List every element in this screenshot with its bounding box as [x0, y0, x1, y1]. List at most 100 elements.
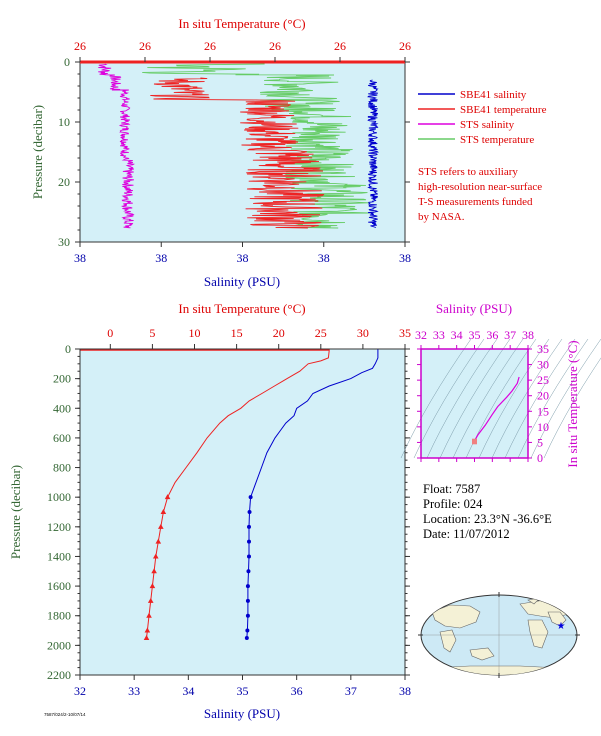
- ts-x-tick-label: 34: [451, 328, 463, 342]
- main-chart: In situ Temperature (°C) 0 5 10 15 20 25 30 35 …: [8, 301, 411, 721]
- main-x-top-tick-label: 20: [273, 326, 285, 340]
- ts-y-tick-label: 20: [537, 389, 549, 403]
- ts-chart-data: [472, 376, 520, 445]
- ts-y-tick-label: 15: [537, 404, 549, 418]
- temperature-point: [152, 553, 159, 559]
- ts-density-contour: [517, 338, 589, 459]
- ts-density-contour: [465, 338, 537, 459]
- temperature-profile-line: [146, 349, 330, 639]
- main-y-tick-label: 1200: [47, 520, 71, 534]
- salinity-point: [247, 524, 251, 529]
- top-x-bottom-title: Salinity (PSU): [204, 274, 280, 289]
- ts-density-contour: [452, 338, 524, 459]
- ts-chart: Salinity (PSU) 32 33 34 35 36 37 38 In situ Te…: [400, 301, 601, 468]
- temperature-point: [151, 568, 157, 574]
- salinity-point: [246, 569, 251, 574]
- main-y-tick-label: 1600: [47, 579, 71, 593]
- top-x-top-tick-label: 26: [204, 39, 216, 53]
- top-chart-data: [98, 63, 379, 229]
- top-y-title: Pressure (decibar): [30, 105, 45, 199]
- top-x-top-tick-label: 26: [74, 39, 86, 53]
- salinity-point: [245, 628, 250, 633]
- ts-x-tick-label: 35: [469, 328, 481, 342]
- ts-x-tick-label: 36: [486, 328, 498, 342]
- ts-density-contours: [400, 338, 601, 459]
- top-x-top-ticks: 26 26 26 26 26 26: [74, 39, 411, 62]
- info-date: Date: 11/07/2012: [423, 527, 510, 541]
- ts-density-contour: [530, 338, 601, 459]
- footer-id: 7587/024/2-10/07/14: [44, 712, 86, 717]
- main-x-top-tick-label: 25: [315, 326, 327, 340]
- sts-note-line: STS refers to auxiliary: [418, 166, 518, 178]
- top-x-top-title: In situ Temperature (°C): [178, 16, 305, 31]
- main-y-ticks: 0 200 400 600 800 1000 1200 1400 1600 1800 2000 220…: [47, 342, 410, 682]
- sts-note-line: by NASA.: [418, 211, 465, 223]
- main-x-bottom-tick-label: 34: [182, 684, 194, 698]
- main-x-top-tick-label: 0: [107, 326, 113, 340]
- ts-y-tick-label: 5: [537, 435, 543, 449]
- main-y-tick-label: 400: [53, 401, 71, 415]
- ts-density-contour: [439, 338, 511, 459]
- ts-x-ticks: 32 33 34 35 36 37 38: [415, 328, 534, 462]
- main-x-bottom-tick-label: 35: [237, 684, 249, 698]
- top-x-top-tick-label: 26: [334, 39, 346, 53]
- sbe41-salinity-line: [367, 79, 379, 229]
- temperature-point: [144, 627, 151, 633]
- main-y-tick-label: 600: [53, 431, 71, 445]
- main-x-top-tick-label: 35: [399, 326, 411, 340]
- temperature-point: [155, 538, 162, 544]
- legend-label: STS salinity: [460, 119, 515, 131]
- sbe41-temperature-line: [150, 77, 325, 229]
- main-chart-data: [80, 349, 379, 640]
- main-y-tick-label: 2200: [47, 668, 71, 682]
- map-graticule: [421, 595, 577, 675]
- ts-y-title: In situ Temperature (°C): [565, 340, 580, 467]
- ts-density-contour: [426, 338, 498, 459]
- main-x-bottom-title: Salinity (PSU): [204, 706, 280, 721]
- top-x-bottom-tick-label: 38: [318, 251, 330, 265]
- salinity-point: [245, 598, 250, 603]
- main-y-tick-label: 2000: [47, 638, 71, 652]
- main-y-tick-label: 1800: [47, 609, 71, 623]
- main-x-bottom-ticks: 32 33 34 35 36 37 38: [74, 675, 411, 698]
- main-y-title: Pressure (decibar): [8, 465, 23, 559]
- info-location: Location: 23.3°N -36.6°E: [423, 512, 552, 526]
- salinity-profile-line: [246, 349, 379, 639]
- sts-note-line: high-resolution near-surface: [418, 181, 542, 193]
- main-y-tick-label: 200: [53, 372, 71, 386]
- top-x-top-tick-label: 26: [269, 39, 281, 53]
- main-y-tick-label: 800: [53, 461, 71, 475]
- top-y-tick-label: 20: [58, 175, 70, 189]
- temperature-point: [158, 523, 164, 529]
- top-chart: In situ Temperature (°C) 26 26 26 26 26 26 Sa…: [30, 16, 547, 289]
- sts-note: STS refers to auxiliary high-resolution n…: [418, 166, 542, 223]
- ts-density-contour: [504, 338, 576, 459]
- temperature-point: [146, 612, 152, 618]
- salinity-point: [245, 613, 250, 618]
- ts-density-contour: [543, 357, 601, 459]
- legend-label: SBE41 temperature: [460, 104, 547, 116]
- main-x-top-tick-label: 15: [231, 326, 243, 340]
- main-x-bottom-tick-label: 36: [291, 684, 303, 698]
- temperature-point: [149, 583, 156, 589]
- temperature-point: [164, 494, 171, 500]
- ts-x-tick-label: 32: [415, 328, 427, 342]
- main-x-top-title: In situ Temperature (°C): [178, 301, 305, 316]
- main-x-bottom-tick-label: 33: [128, 684, 140, 698]
- ts-density-contour: [413, 338, 485, 459]
- ts-y-tick-label: 25: [537, 373, 549, 387]
- map-ticks: [418, 592, 580, 678]
- main-y-tick-label: 1000: [47, 490, 71, 504]
- salinity-point: [247, 554, 251, 559]
- ts-density-contour: [491, 338, 563, 459]
- ts-y-tick-label: 0: [537, 451, 543, 465]
- top-y-tick-label: 10: [58, 115, 70, 129]
- top-x-top-tick-label: 26: [399, 39, 411, 53]
- main-x-top-ticks: 0 5 10 15 20 25 30 35: [107, 326, 411, 349]
- main-x-top-tick-label: 10: [189, 326, 201, 340]
- main-plot-area: [80, 349, 405, 675]
- top-x-top-tick-label: 26: [139, 39, 151, 53]
- top-x-bottom-tick-label: 38: [155, 251, 167, 265]
- main-y-tick-label: 0: [65, 342, 71, 356]
